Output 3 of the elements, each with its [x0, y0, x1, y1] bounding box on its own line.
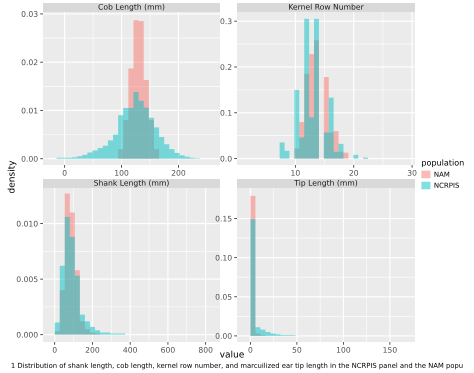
x-axis-title: value [220, 350, 244, 358]
y-axis-title: density [8, 160, 16, 194]
legend-title: population [422, 159, 464, 168]
